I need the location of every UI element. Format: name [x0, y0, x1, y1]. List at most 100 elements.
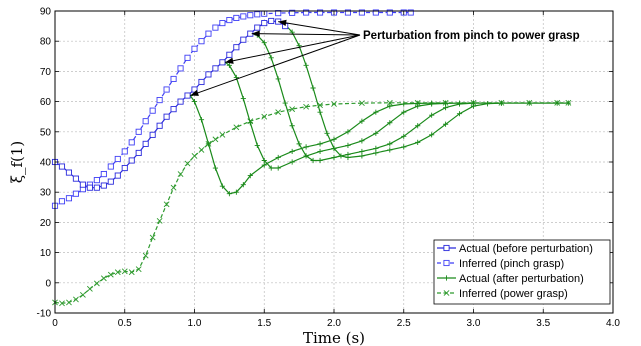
data-point — [163, 113, 170, 120]
data-point — [212, 165, 219, 171]
data-point — [247, 12, 254, 19]
data-point — [254, 142, 260, 148]
data-point — [345, 154, 351, 161]
data-point — [72, 175, 79, 182]
legend-marker — [443, 244, 450, 252]
annotation-arrow — [190, 34, 361, 97]
data-point — [526, 100, 532, 106]
y-tick-label: 0 — [45, 278, 51, 289]
data-point — [373, 109, 379, 115]
data-point — [429, 101, 435, 107]
annotation-arrow — [225, 34, 361, 63]
data-point — [135, 266, 142, 273]
data-point — [387, 141, 393, 147]
data-point — [149, 107, 156, 114]
data-point — [198, 147, 205, 153]
data-point — [219, 131, 226, 138]
data-point — [205, 30, 212, 37]
y-tick-label: 60 — [40, 97, 52, 108]
annotation-text: Perturbation from pinch to power grasp — [363, 30, 580, 42]
annotation-arrowhead — [190, 89, 199, 96]
data-point — [401, 133, 407, 139]
data-point — [443, 105, 449, 111]
data-point — [79, 291, 86, 298]
data-point — [149, 234, 156, 241]
data-point — [317, 9, 324, 16]
data-point — [303, 9, 310, 16]
data-point — [386, 99, 393, 106]
data-point — [261, 162, 267, 168]
data-point — [387, 147, 393, 153]
data-point — [310, 157, 316, 164]
data-point — [191, 99, 198, 105]
data-point — [100, 171, 107, 178]
data-point — [372, 9, 379, 16]
data-point — [73, 296, 79, 303]
data-point — [100, 275, 107, 282]
x-tick-label: 2.0 — [327, 318, 341, 329]
data-point — [163, 86, 170, 93]
data-point — [415, 103, 421, 109]
data-point — [282, 100, 288, 106]
series-line-branch — [251, 33, 502, 162]
x-tick-label: 0 — [52, 318, 58, 329]
data-point — [233, 124, 240, 131]
data-point — [415, 139, 421, 145]
data-point — [191, 153, 198, 159]
data-point — [261, 157, 267, 164]
x-axis-label: Time (s) — [303, 329, 365, 346]
data-point — [142, 252, 149, 259]
data-point — [470, 103, 477, 109]
data-point — [170, 184, 177, 191]
data-point — [275, 154, 281, 161]
data-point — [93, 184, 100, 191]
data-point — [226, 62, 232, 68]
y-tick-label: 40 — [40, 158, 52, 169]
y-tick-label: 10 — [40, 248, 52, 259]
data-point — [344, 9, 352, 16]
data-point — [177, 98, 184, 105]
y-tick-label: 30 — [40, 188, 52, 199]
data-point — [205, 71, 212, 78]
data-point — [289, 148, 295, 155]
data-point — [268, 17, 275, 25]
data-point — [429, 112, 435, 118]
data-point — [387, 120, 393, 126]
data-point — [240, 13, 247, 20]
y-tick-label: 20 — [40, 218, 52, 229]
legend-marker — [443, 259, 450, 267]
annotation-arrowhead — [278, 19, 287, 27]
data-point — [156, 97, 163, 104]
data-point — [128, 139, 135, 146]
data-point — [456, 101, 463, 107]
data-point — [303, 103, 310, 110]
data-point — [177, 171, 184, 177]
data-point — [373, 150, 379, 156]
data-point — [303, 153, 309, 159]
data-point — [275, 76, 281, 82]
axis-ticks: 0 0.5 1.0 1.5 2.0 2.5 3.0 3.5 4.0-10010203040506… — [37, 7, 621, 330]
annotation-arrowhead — [251, 30, 260, 37]
data-point — [184, 160, 191, 167]
data-point — [331, 154, 337, 161]
data-point — [163, 201, 170, 208]
data-point — [429, 132, 435, 138]
data-point — [386, 9, 393, 16]
data-point — [484, 101, 491, 107]
annotation-arrow — [251, 33, 361, 36]
data-point — [296, 141, 302, 147]
data-point — [275, 109, 282, 116]
data-point — [65, 169, 72, 176]
data-point — [219, 183, 225, 189]
legend-box — [433, 239, 611, 305]
legend-label: Inferred (pinch grasp) — [459, 258, 564, 270]
series-3 — [187, 18, 571, 197]
x-tick-label: 3.0 — [467, 318, 481, 329]
data-point — [254, 11, 261, 18]
data-point — [198, 117, 205, 123]
data-point — [261, 40, 267, 46]
data-point — [289, 159, 295, 165]
data-point — [261, 113, 268, 120]
data-point — [415, 123, 421, 129]
data-point — [359, 138, 365, 144]
